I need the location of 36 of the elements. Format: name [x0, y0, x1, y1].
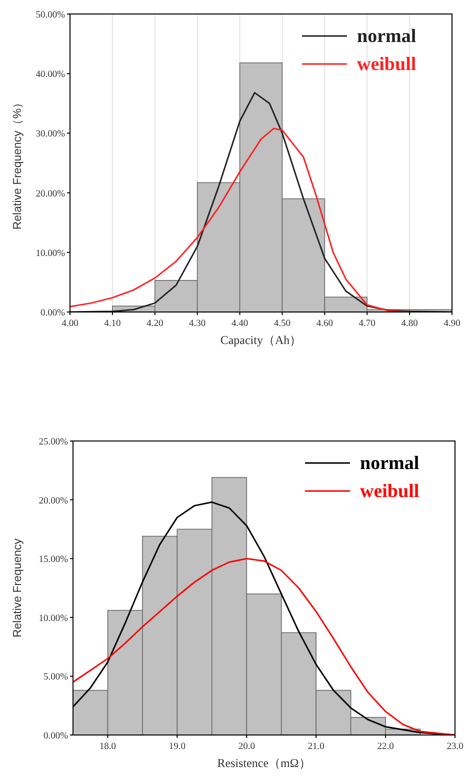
y-tick-label: 30.00% [36, 130, 66, 140]
y-tick-label: 0.00% [40, 308, 66, 318]
x-tick-label: 22.0 [377, 742, 394, 752]
legend-label: weibull [357, 54, 416, 75]
y-axis-title: Relative Frequency（%） [12, 96, 24, 230]
x-tick-label: 4.70 [358, 319, 376, 329]
y-tick-label: 20.00% [38, 496, 68, 506]
legend-label: normal [360, 453, 420, 474]
x-tick-label: 4.20 [146, 319, 164, 329]
x-tick-label: 4.90 [444, 319, 461, 329]
y-tick-label: 10.00% [36, 248, 66, 259]
y-tick-label: 10.00% [38, 614, 68, 624]
y-tick-label: 5.00% [43, 672, 68, 683]
x-axis-title: Resistence（mΩ） [217, 756, 311, 770]
y-axis-title: Relative Frequency [12, 538, 24, 638]
x-tick-label: 4.00 [62, 319, 79, 329]
x-tick-label: 4.50 [274, 319, 291, 329]
x-axis-title: Capacity（Ah） [220, 333, 302, 347]
x-tick-label: 4.40 [231, 319, 248, 329]
x-tick-label: 4.30 [189, 319, 206, 329]
y-tick-label: 15.00% [38, 555, 68, 566]
legend-label: weibull [360, 481, 420, 502]
x-tick-label: 4.80 [401, 319, 418, 329]
x-tick-label: 21.0 [308, 742, 325, 752]
y-tick-label: 50.00% [36, 10, 66, 20]
legend-label: normal [357, 26, 416, 47]
x-tick-label: 4.60 [316, 319, 334, 329]
x-tick-label: 19.0 [168, 742, 186, 752]
y-tick-label: 0.00% [43, 732, 68, 742]
y-tick-label: 40.00% [36, 70, 66, 80]
x-tick-label: 4.10 [104, 319, 122, 329]
y-tick-label: 25.00% [38, 438, 68, 448]
x-tick-label: 18.0 [99, 742, 116, 752]
x-tick-label: 23.0 [446, 742, 464, 752]
x-tick-label: 20.0 [238, 742, 256, 752]
y-tick-label: 20.00% [36, 189, 66, 200]
